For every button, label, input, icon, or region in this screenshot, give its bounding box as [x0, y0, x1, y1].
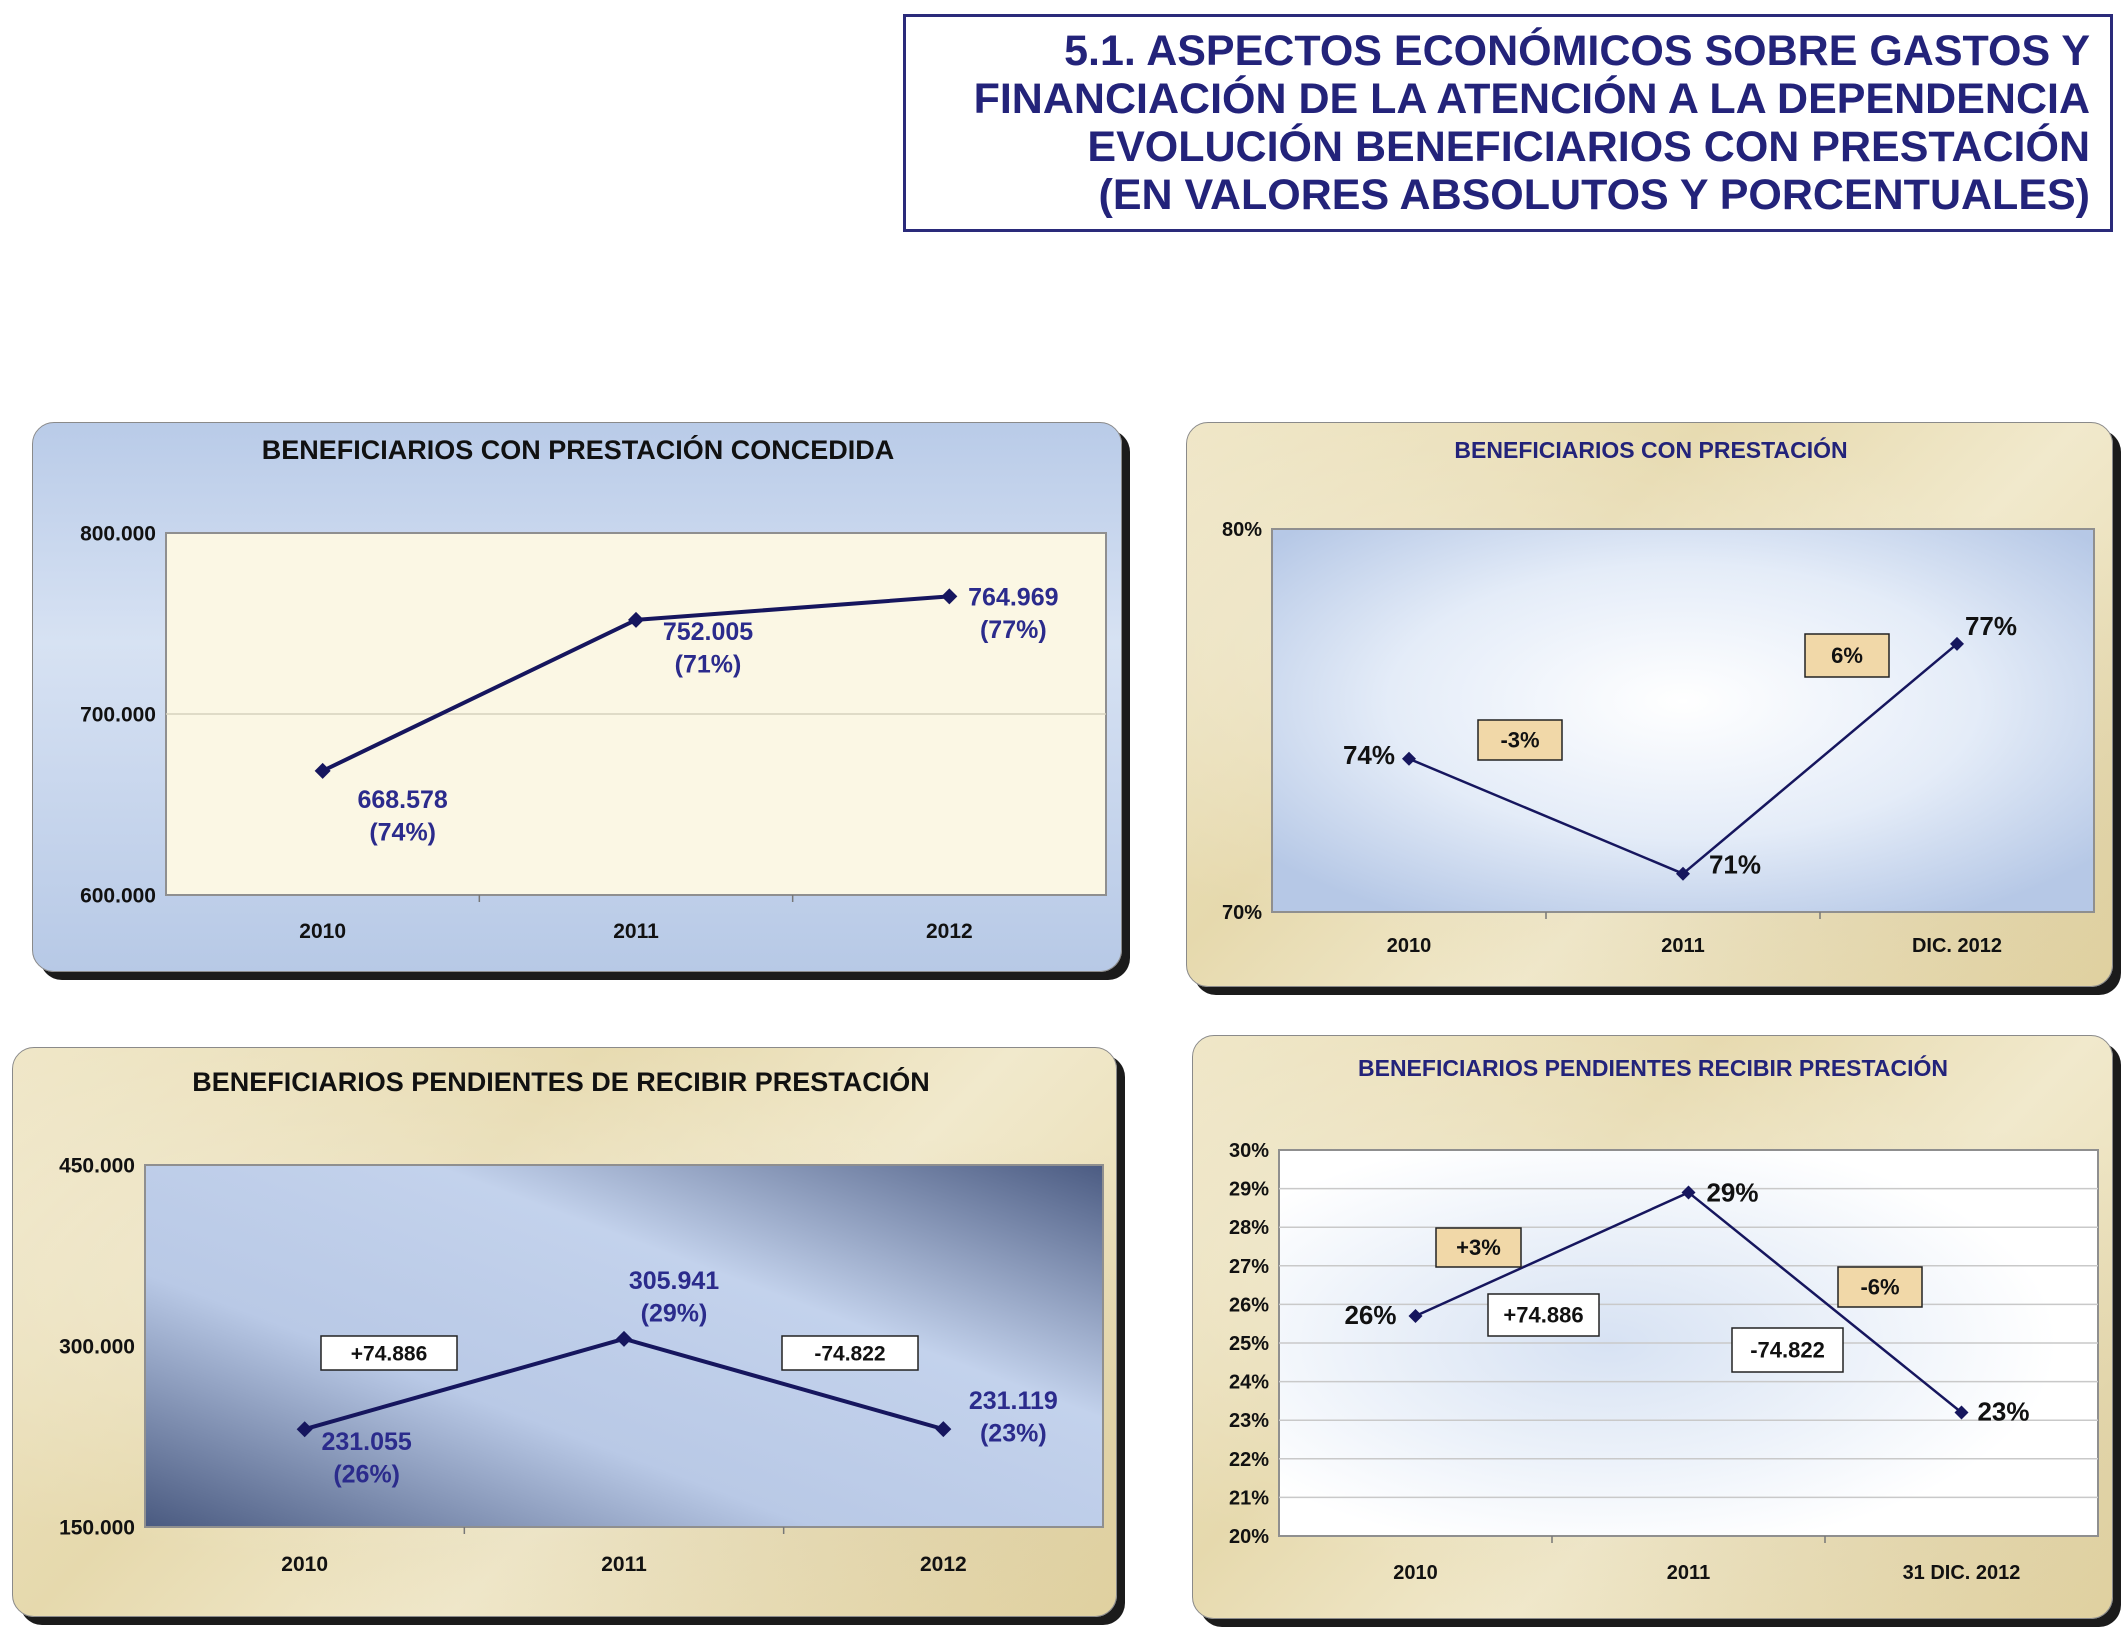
chart-panel-beneficiarios-concedida: BENEFICIARIOS CON PRESTACIÓN CONCEDIDA 6… — [32, 422, 1122, 972]
x-tick-label: 2010 — [1387, 935, 1432, 957]
change-annotation-box — [1804, 633, 1890, 678]
data-point-marker — [1950, 636, 1964, 651]
change-annotation-box — [1487, 1293, 1600, 1337]
y-tick-label: 20% — [1229, 1526, 1269, 1548]
data-point-marker — [314, 762, 331, 779]
change-annotation-box — [1731, 1327, 1844, 1373]
y-tick-label: 26% — [1229, 1294, 1269, 1316]
chart-beneficiarios-prestacion-pct: BENEFICIARIOS CON PRESTACIÓN 70% 80% 2010 2… — [1222, 436, 2095, 957]
change-annotation-label: -74.822 — [814, 1342, 885, 1365]
y-tick-label: 30% — [1229, 1140, 1269, 1162]
data-label: 231.055 — [321, 1428, 411, 1456]
data-point-marker — [1402, 751, 1416, 766]
chart-panel-pendientes-absolutos: BENEFICIARIOS PENDIENTES DE RECIBIR PRES… — [12, 1047, 1117, 1617]
data-label: 305.941 — [629, 1267, 719, 1295]
data-label: 77% — [1965, 611, 2017, 641]
data-label: (26%) — [333, 1461, 400, 1489]
y-tick-label: 300.000 — [59, 1335, 135, 1358]
chart-title: BENEFICIARIOS PENDIENTES DE RECIBIR PRES… — [192, 1066, 930, 1097]
x-tick-label: 2012 — [920, 1553, 967, 1576]
x-tick-label: 2011 — [613, 920, 659, 943]
page-title-line-3: EVOLUCIÓN BENEFICIARIOS CON PRESTACIÓN — [1087, 123, 2090, 171]
data-point-marker — [628, 611, 644, 628]
x-tick-label: 31 DIC. 2012 — [1903, 1562, 2021, 1584]
change-annotation-label: +74.886 — [1503, 1303, 1583, 1328]
data-point-marker — [1954, 1405, 1969, 1420]
change-annotation-box — [1837, 1266, 1923, 1308]
data-label: 29% — [1706, 1177, 1758, 1207]
data-point-marker — [1681, 1185, 1696, 1200]
data-label: 752.005 — [663, 618, 753, 646]
x-tick-label: 2012 — [926, 920, 973, 943]
change-annotation-box — [781, 1335, 919, 1371]
x-tick-label: 2010 — [281, 1553, 328, 1576]
data-label: 668.578 — [357, 786, 447, 814]
chart-title: BENEFICIARIOS CON PRESTACIÓN — [1454, 436, 1847, 463]
y-tick-label: 25% — [1229, 1333, 1269, 1355]
y-tick-label: 800.000 — [80, 522, 156, 545]
y-tick-label: 80% — [1222, 519, 1262, 541]
y-tick-label: 22% — [1229, 1449, 1269, 1471]
x-tick-label: 2010 — [299, 920, 346, 943]
chart-panel-beneficiarios-prestacion-pct: BENEFICIARIOS CON PRESTACIÓN 70% 80% 2010 2… — [1186, 422, 2113, 987]
change-annotation-label: -3% — [1500, 728, 1539, 753]
change-annotation-label: 6% — [1831, 643, 1863, 668]
y-tick-label: 600.000 — [80, 884, 156, 907]
data-label: (71%) — [675, 650, 742, 678]
data-label: (74%) — [369, 818, 436, 846]
x-tick-label: 2011 — [601, 1553, 647, 1576]
change-annotation-box — [1477, 719, 1563, 761]
y-tick-label: 27% — [1229, 1256, 1269, 1278]
data-point-marker — [296, 1421, 313, 1438]
chart-title: BENEFICIARIOS CON PRESTACIÓN CONCEDIDA — [262, 434, 895, 465]
y-tick-label: 450.000 — [59, 1154, 135, 1177]
y-tick-label: 70% — [1222, 902, 1262, 924]
data-label: (23%) — [980, 1420, 1047, 1448]
page-title-box: 5.1. ASPECTOS ECONÓMICOS SOBRE GASTOS Y … — [903, 14, 2113, 232]
data-label: (29%) — [641, 1299, 708, 1327]
data-label: (77%) — [980, 616, 1047, 644]
change-annotation-label: -6% — [1860, 1275, 1899, 1300]
y-tick-label: 24% — [1229, 1372, 1269, 1394]
x-tick-label: 2011 — [1661, 935, 1704, 957]
y-tick-label: 21% — [1229, 1487, 1269, 1509]
plot-area — [1271, 528, 2095, 913]
x-tick-label: 2011 — [1667, 1562, 1710, 1584]
chart-beneficiarios-concedida: BENEFICIARIOS CON PRESTACIÓN CONCEDIDA 6… — [80, 434, 1107, 943]
y-tick-label: 29% — [1229, 1179, 1269, 1201]
data-label: 26% — [1344, 1300, 1396, 1330]
data-label: 231.119 — [969, 1387, 1058, 1415]
change-annotation-label: +74.886 — [351, 1342, 428, 1365]
y-tick-label: 150.000 — [59, 1516, 135, 1539]
data-point-marker — [616, 1330, 632, 1347]
data-label: 74% — [1343, 740, 1395, 770]
chart-pendientes-pct: BENEFICIARIOS PENDIENTES RECIBIR PRESTAC… — [1229, 1054, 2099, 1584]
change-annotation-label: -74.822 — [1750, 1338, 1825, 1363]
change-annotation-box — [1435, 1227, 1522, 1268]
data-point-marker — [1676, 866, 1690, 881]
change-annotation-label: +3% — [1456, 1235, 1501, 1260]
page-title-line-2: FINANCIACIÓN DE LA ATENCIÓN A LA DEPENDE… — [973, 75, 2090, 123]
chart-pendientes-absolutos: BENEFICIARIOS PENDIENTES DE RECIBIR PRES… — [59, 1066, 1104, 1576]
data-point-marker — [935, 1421, 952, 1438]
y-tick-label: 23% — [1229, 1410, 1269, 1432]
chart-panel-pendientes-pct: BENEFICIARIOS PENDIENTES RECIBIR PRESTAC… — [1192, 1035, 2113, 1619]
data-point-marker — [1408, 1308, 1423, 1323]
data-point-marker — [941, 588, 958, 605]
chart-title: BENEFICIARIOS PENDIENTES RECIBIR PRESTAC… — [1358, 1054, 1948, 1081]
data-label: 764.969 — [968, 583, 1058, 611]
page-title-line-4: (EN VALORES ABSOLUTOS Y PORCENTUALES) — [1098, 171, 2091, 219]
y-tick-label: 28% — [1229, 1217, 1269, 1239]
data-label: 71% — [1709, 850, 1761, 880]
y-tick-label: 700.000 — [80, 703, 156, 726]
x-tick-label: DIC. 2012 — [1912, 935, 2002, 957]
page-title-line-1: 5.1. ASPECTOS ECONÓMICOS SOBRE GASTOS Y — [1064, 27, 2090, 75]
change-annotation-box — [320, 1335, 458, 1371]
x-tick-label: 2010 — [1393, 1562, 1438, 1584]
data-label: 23% — [1977, 1396, 2029, 1426]
